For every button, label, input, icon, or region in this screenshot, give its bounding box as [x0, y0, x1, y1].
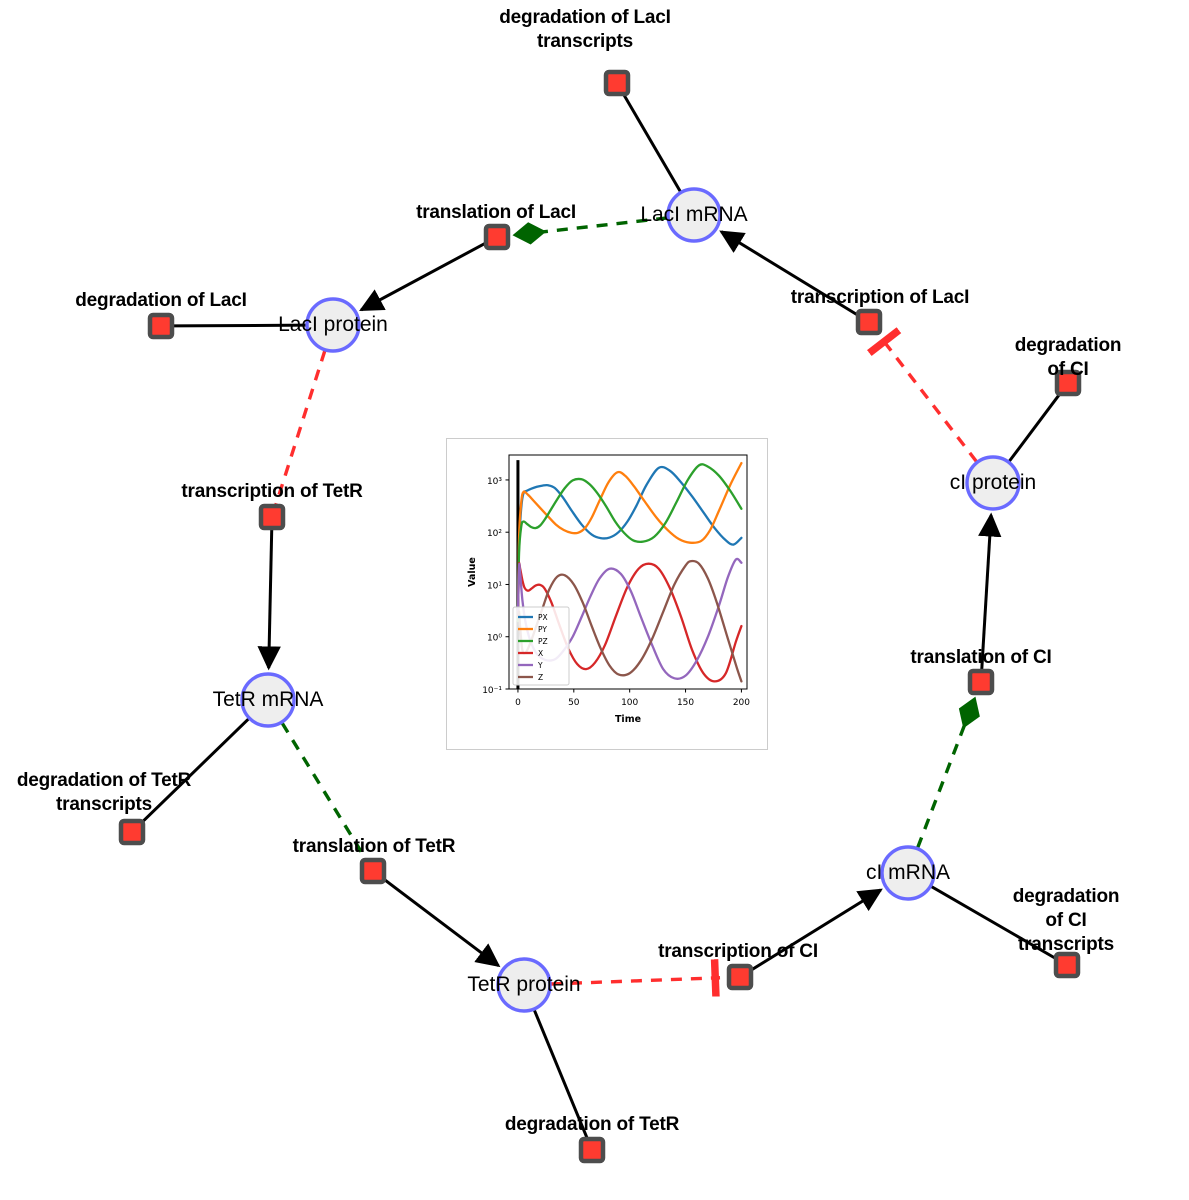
- reaction-node-transcription_tetr[interactable]: [258, 503, 286, 531]
- reaction-label-deg_ci_transcripts: degradation of CI transcripts: [1012, 886, 1120, 955]
- chart-plot-area: 10⁻¹ 10⁰ 10¹ 10² 10³ 0 50 100 150 200 Time Value PX P…: [467, 454, 750, 725]
- species-node-laci_mrna[interactable]: [666, 187, 722, 243]
- reaction-label-deg_laci_transcripts: degradation of LacI transcripts: [499, 7, 671, 52]
- reaction-label-deg_laci: degradation of LacI: [75, 290, 247, 311]
- edge-tetr_mrna-to-translation_tetr: [280, 722, 369, 863]
- reaction-label-deg_ci: degradation of CI: [1014, 335, 1122, 380]
- y-tick-label: 10¹: [487, 581, 502, 591]
- reaction-node-deg_laci_transcripts[interactable]: [603, 69, 631, 97]
- edge-laci_mrna-to-translation_laci: [512, 216, 668, 245]
- edge-deg_laci-to-laci_protein: [171, 323, 307, 328]
- x-tick-label: 150: [677, 698, 694, 708]
- species-node-ci_mrna[interactable]: [880, 845, 936, 901]
- reaction-node-deg_ci_transcripts[interactable]: [1053, 951, 1081, 979]
- edge-ci_protein-to-transcription_laci: [867, 327, 978, 463]
- species-label-tetr_protein: TetR protein: [467, 973, 581, 996]
- y-axis-title: Value: [467, 557, 478, 587]
- reaction-node-deg_laci[interactable]: [147, 312, 175, 340]
- edge-ci_mrna-to-translation_ci: [916, 696, 980, 849]
- reaction-node-deg_tetr_transcripts[interactable]: [118, 818, 146, 846]
- series-line-PY: [516, 461, 743, 623]
- legend-label-PZ: PZ: [538, 637, 548, 646]
- legend-label-PY: PY: [538, 625, 547, 634]
- y-tick-label: 10⁰: [487, 634, 502, 644]
- reaction-node-deg_tetr[interactable]: [578, 1136, 606, 1164]
- legend-label-X: X: [538, 649, 543, 658]
- x-tick-label: 200: [733, 698, 750, 708]
- y-tick-label: 10³: [487, 477, 502, 487]
- species-label-ci_mrna: cI mRNA: [866, 861, 950, 884]
- legend-label-PX: PX: [538, 613, 548, 622]
- x-tick-label: 100: [621, 698, 638, 708]
- reaction-label-translation_ci: translation of CI: [910, 647, 1052, 668]
- reaction-node-transcription_laci[interactable]: [855, 308, 883, 336]
- species-label-laci_protein: LacI protein: [278, 313, 388, 336]
- reaction-label-deg_tetr_transcripts: degradation of TetR transcripts: [16, 770, 192, 815]
- species-node-tetr_mrna[interactable]: [240, 672, 296, 728]
- reaction-label-translation_tetr: translation of TetR: [292, 836, 456, 857]
- edge-transcription_tetr-to-tetr_mrna: [257, 527, 281, 671]
- reaction-node-translation_laci[interactable]: [483, 223, 511, 251]
- reaction-label-translation_laci: translation of LacI: [416, 202, 576, 223]
- edge-layer: [138, 91, 1063, 1141]
- series-line-X: [516, 562, 743, 683]
- series-line-PX: [516, 465, 743, 623]
- reaction-node-transcription_ci[interactable]: [726, 963, 754, 991]
- series-line-PZ: [516, 463, 743, 623]
- edge-deg_ci-to-ci_protein: [1008, 390, 1063, 463]
- edge-deg_laci_transcripts-to-laci_mrna: [621, 91, 682, 193]
- edge-tetr_protein-to-transcription_ci: [550, 959, 721, 997]
- reaction-label-transcription_tetr: transcription of TetR: [181, 481, 363, 502]
- edge-laci_protein-to-transcription_tetr: [273, 350, 327, 508]
- x-tick-label: 50: [568, 698, 580, 708]
- species-label-ci_protein: cI protein: [949, 471, 1037, 494]
- reaction-node-translation_tetr[interactable]: [359, 857, 387, 885]
- legend-label-Z: Z: [538, 673, 543, 682]
- species-label-tetr_mrna: TetR mRNA: [212, 688, 324, 711]
- timecourse-chart: 10⁻¹ 10⁰ 10¹ 10² 10³ 0 50 100 150 200 Time Value PX P…: [446, 438, 768, 750]
- reaction-label-transcription_ci: transcription of CI: [658, 941, 818, 962]
- edge-translation_laci-to-laci_protein: [359, 240, 489, 312]
- reaction-node-deg_ci[interactable]: [1054, 369, 1082, 397]
- y-tick-label: 10⁻¹: [482, 686, 502, 696]
- edge-deg_tetr_transcripts-to-tetr_mrna: [138, 717, 250, 826]
- x-tick-label: 0: [515, 698, 521, 708]
- edge-transcription_laci-to-laci_mrna: [719, 230, 861, 318]
- reaction-label-deg_tetr: degradation of TetR: [504, 1114, 680, 1135]
- edge-translation_ci-to-ci_protein: [978, 512, 1002, 672]
- reaction-node-translation_ci[interactable]: [967, 668, 995, 696]
- x-axis-title: Time: [615, 714, 641, 725]
- chart-svg: 10⁻¹ 10⁰ 10¹ 10² 10³ 0 50 100 150 200 Time Value PX P…: [447, 439, 765, 747]
- species-label-laci_mrna: LacI mRNA: [640, 203, 748, 226]
- legend-label-Y: Y: [537, 661, 543, 670]
- edge-deg_ci_transcripts-to-ci_mrna: [930, 885, 1059, 961]
- reaction-label-transcription_laci: transcription of LacI: [790, 287, 970, 308]
- edge-transcription_ci-to-ci_mrna: [748, 888, 883, 973]
- species-node-ci_protein[interactable]: [965, 455, 1021, 511]
- node-layer: [118, 69, 1082, 1164]
- y-tick-label: 10²: [487, 529, 502, 539]
- species-node-laci_protein[interactable]: [305, 297, 361, 353]
- species-node-tetr_protein[interactable]: [496, 957, 552, 1013]
- edge-deg_tetr-to-tetr_protein: [532, 1009, 590, 1141]
- edge-translation_tetr-to-tetr_protein: [380, 876, 501, 968]
